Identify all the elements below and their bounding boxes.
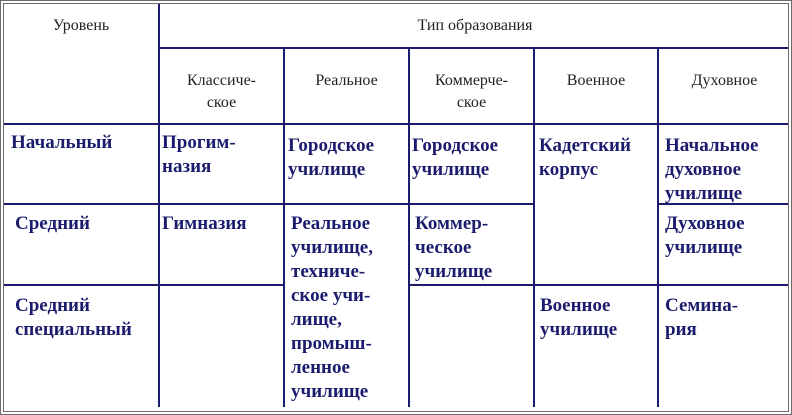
cell-primary-commercial: Городское училище <box>412 135 499 180</box>
cell-secondary-real: Реальное училище, техниче- ское учи- лищ… <box>291 213 373 402</box>
grid-line <box>4 203 533 205</box>
grid-line <box>4 284 283 286</box>
header-commercial: Коммерче- ское <box>435 72 508 111</box>
grid-line <box>4 123 788 125</box>
cell-secondary-religious: Духовное училище <box>665 213 745 258</box>
grid-line <box>158 47 788 49</box>
header-level: Уровень <box>52 17 110 34</box>
cell-secondary-classical: Гимназия <box>162 213 247 234</box>
cell-primary-religious: Начальное духовное училище <box>665 135 759 204</box>
cell-secondary-special-religious: Семина- рия <box>665 295 739 340</box>
grid-line <box>283 47 285 407</box>
grid-line <box>657 47 659 407</box>
cell-secondary-special-military: Военное училище <box>540 295 618 340</box>
cell-secondary-commercial: Коммер- ческое училище <box>415 213 493 282</box>
header-military: Военное <box>566 72 626 89</box>
grid-line <box>158 4 160 407</box>
header-religious: Духовное <box>691 72 758 89</box>
grid-line <box>408 47 410 407</box>
header-real: Реальное <box>315 72 378 89</box>
level-secondary: Средний <box>15 213 90 234</box>
cell-primary-military: Кадетский корпус <box>539 135 631 180</box>
header-type-of-education: Тип образования <box>417 17 533 34</box>
level-secondary-special: Средний специальный <box>15 295 132 340</box>
header-classical: Классиче- ское <box>187 72 256 111</box>
cell-primary-real: Городское училище <box>288 135 375 180</box>
grid-line <box>657 203 788 205</box>
level-primary: Начальный <box>11 132 113 153</box>
cell-primary-classical: Прогим- назия <box>162 132 236 177</box>
grid-line <box>533 47 535 407</box>
grid-line <box>408 284 788 286</box>
